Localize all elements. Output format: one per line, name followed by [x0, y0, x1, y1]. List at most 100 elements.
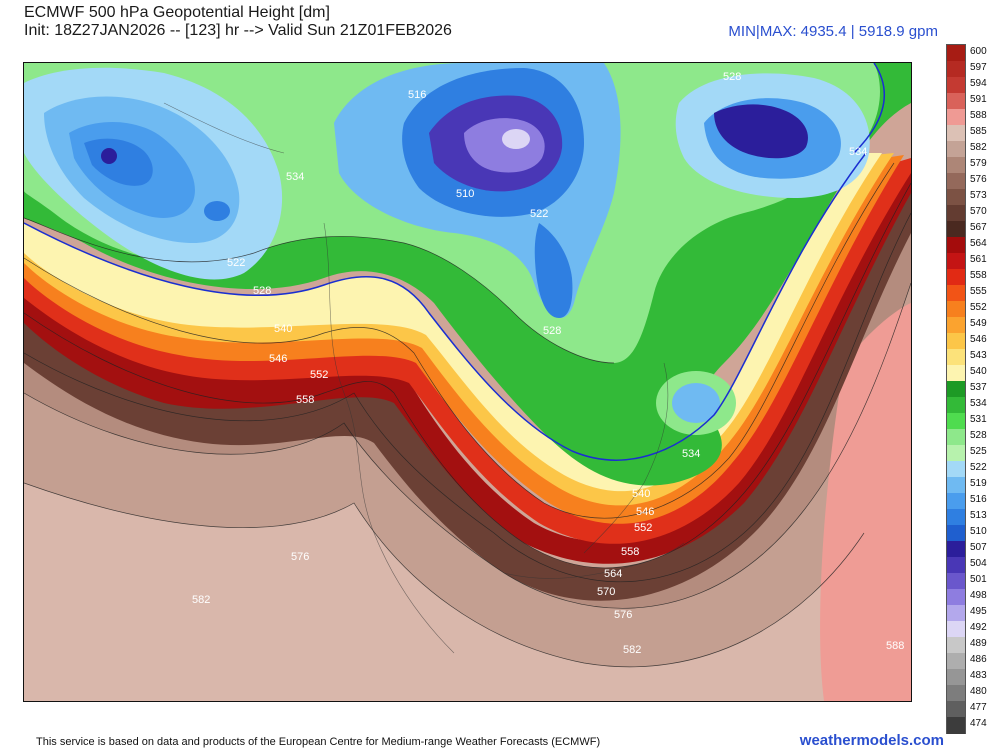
color-scale-swatch	[947, 93, 965, 110]
band-507-east	[714, 104, 808, 159]
color-scale-swatch	[947, 397, 965, 414]
color-scale-swatch	[947, 621, 965, 638]
band-546	[24, 153, 894, 506]
label-522: 522	[227, 257, 245, 269]
color-scale-tick-label: 540	[970, 366, 987, 377]
pink-ridge	[820, 303, 911, 701]
color-scale-swatch	[947, 237, 965, 254]
color-scale-tick-label: 543	[970, 350, 987, 361]
label-588: 588	[886, 640, 904, 652]
color-scale-tick-label: 513	[970, 510, 987, 521]
color-scale-swatch	[947, 493, 965, 510]
site-brand-link[interactable]: weathermodels.com	[799, 732, 944, 749]
color-scale-tick-label: 588	[970, 110, 987, 121]
color-scale-swatch	[947, 269, 965, 286]
color-scale-bar	[946, 44, 966, 734]
color-scale-tick-label: 549	[970, 318, 987, 329]
label-522: 522	[530, 208, 548, 220]
color-scale-tick-label: 567	[970, 222, 987, 233]
color-scale-tick-label: 507	[970, 542, 987, 553]
color-scale-tick-label: 522	[970, 462, 987, 473]
color-scale-tick-label: 510	[970, 526, 987, 537]
color-scale-swatch	[947, 525, 965, 542]
secondary-low-west	[204, 201, 230, 221]
color-scale-swatch	[947, 125, 965, 142]
label-546: 546	[269, 353, 287, 365]
color-scale-tick-label: 570	[970, 206, 987, 217]
vortex-core	[502, 129, 530, 149]
label-576: 576	[291, 551, 309, 563]
band-570	[24, 183, 911, 601]
color-scale-swatch	[947, 685, 965, 702]
color-scale-tick-label: 489	[970, 638, 987, 649]
chart-title: ECMWF 500 hPa Geopotential Height [dm]	[24, 4, 330, 21]
color-scale-tick-label: 516	[970, 494, 987, 505]
color-scale-tick-label: 585	[970, 126, 987, 137]
label-534: 534	[849, 146, 867, 158]
color-scale-tick-label: 480	[970, 686, 987, 697]
label-534: 534	[286, 171, 304, 183]
color-scale-swatch	[947, 333, 965, 350]
color-scale-swatch	[947, 653, 965, 670]
color-scale-tick-label: 576	[970, 174, 987, 185]
label-516: 516	[408, 89, 426, 101]
contour-540-northeast	[853, 63, 886, 154]
label-528: 528	[253, 285, 271, 297]
color-scale-tick-label: 483	[970, 670, 987, 681]
color-scale-swatch	[947, 349, 965, 366]
cutoff-low-inner	[672, 383, 720, 423]
color-scale-swatch	[947, 669, 965, 686]
color-scale-swatch	[947, 429, 965, 446]
min-max-readout: MIN|MAX: 4935.4 | 5918.9 gpm	[728, 23, 938, 40]
coastlines	[163, 102, 685, 654]
color-scale-swatch	[947, 413, 965, 430]
label-528: 528	[723, 71, 741, 83]
color-scale-swatch	[947, 445, 965, 462]
color-scale-swatch	[947, 61, 965, 78]
color-scale-swatch	[947, 285, 965, 302]
color-scale-swatch	[947, 557, 965, 574]
label-558: 558	[296, 394, 314, 406]
run-info: Init: 18Z27JAN2026 -- [123] hr --> Valid…	[24, 22, 452, 39]
color-scale-tick-label: 477	[970, 702, 987, 713]
label-534: 534	[682, 448, 700, 460]
color-scale-tick-label: 597	[970, 62, 987, 73]
label-546: 546	[636, 506, 654, 518]
color-scale-swatch	[947, 589, 965, 606]
color-scale-tick-label: 501	[970, 574, 987, 585]
label-510: 510	[456, 188, 474, 200]
label-552: 552	[634, 522, 652, 534]
color-scale-tick-label: 594	[970, 78, 987, 89]
color-scale-tick-label: 504	[970, 558, 987, 569]
label-540: 540	[632, 488, 650, 500]
label-558: 558	[621, 546, 639, 558]
color-scale-swatch	[947, 701, 965, 718]
color-scale-swatch	[947, 477, 965, 494]
color-scale-tick-label: 564	[970, 238, 987, 249]
band-540	[24, 153, 882, 492]
color-scale-swatch	[947, 381, 965, 398]
color-scale-swatch	[947, 205, 965, 222]
color-scale-swatch	[947, 221, 965, 238]
color-scale-tick-label: 552	[970, 302, 987, 313]
color-scale-tick-label: 591	[970, 94, 987, 105]
color-scale-swatch	[947, 109, 965, 126]
color-scale-tick-label: 495	[970, 606, 987, 617]
label-576: 576	[614, 609, 632, 621]
color-scale-tick-label: 474	[970, 718, 987, 729]
color-scale-swatch	[947, 605, 965, 622]
color-scale-swatch	[947, 317, 965, 334]
color-scale-tick-label: 558	[970, 270, 987, 281]
color-scale-swatch	[947, 461, 965, 478]
low-center-west	[101, 148, 117, 164]
color-scale-swatch	[947, 77, 965, 94]
label-582: 582	[192, 594, 210, 606]
color-scale-swatch	[947, 253, 965, 270]
color-scale-swatch	[947, 365, 965, 382]
color-scale-tick-label: 492	[970, 622, 987, 633]
color-scale-tick-label: 534	[970, 398, 987, 409]
color-scale-swatch	[947, 573, 965, 590]
data-source-notice: This service is based on data and produc…	[36, 736, 601, 748]
color-scale-tick-label: 561	[970, 254, 987, 265]
color-scale-tick-label: 498	[970, 590, 987, 601]
